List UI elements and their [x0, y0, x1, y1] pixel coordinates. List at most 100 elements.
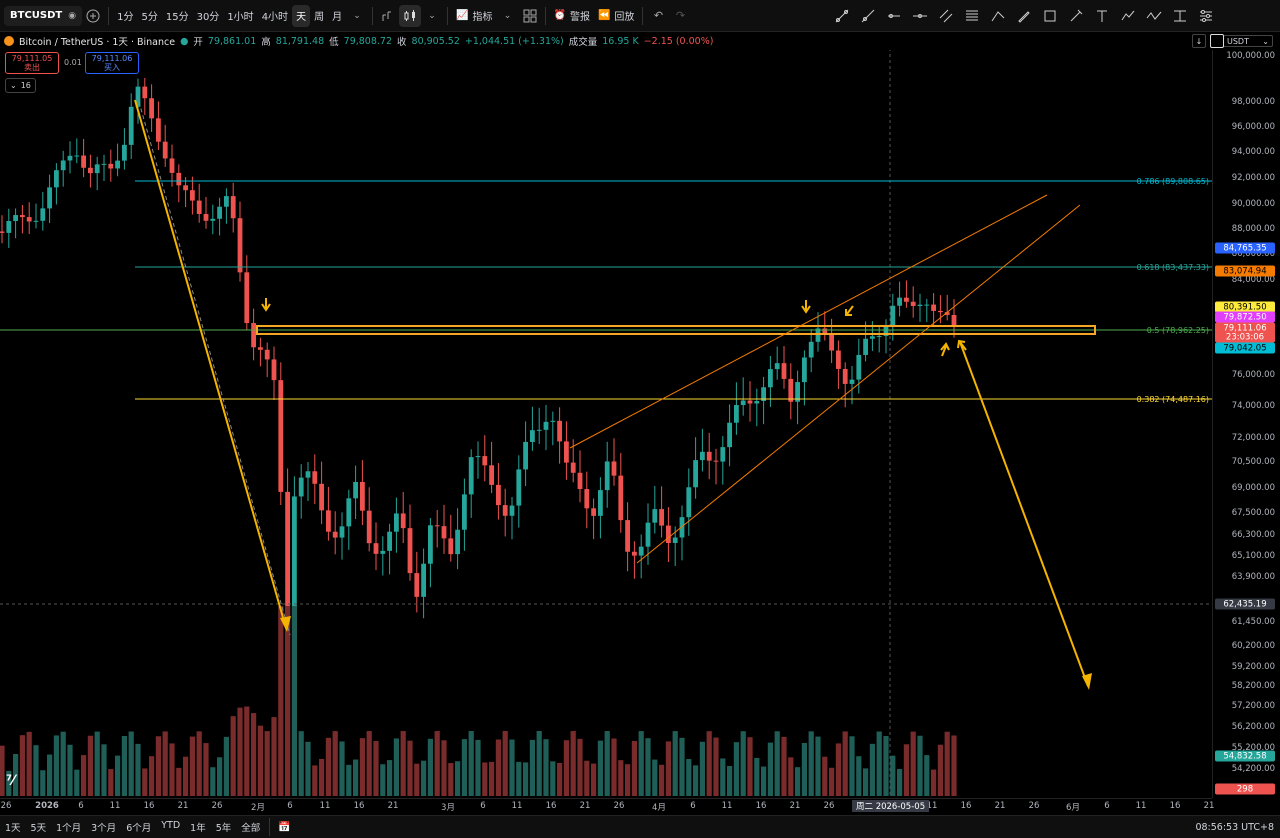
- price-tick-label: 74,000.00: [1231, 401, 1275, 411]
- sell-button[interactable]: 79,111.05 卖出: [5, 52, 59, 74]
- candle-body: [285, 491, 290, 615]
- trend-line-icon[interactable]: [830, 5, 854, 27]
- volume-bar: [407, 740, 413, 796]
- volume-bar: [597, 740, 603, 796]
- symbol-icon: ◉: [68, 10, 77, 21]
- price-axis[interactable]: USDT ⌄ 100,000.00 98,000.00 96,000.00 94,00…: [1212, 35, 1280, 798]
- brush-icon[interactable]: [1012, 5, 1036, 27]
- chevron-down-icon[interactable]: ⌄: [353, 10, 361, 21]
- chevron-down-icon: ⌄: [1262, 36, 1269, 46]
- parallel-channel-icon[interactable]: [934, 5, 958, 27]
- horizontal-line-icon[interactable]: [908, 5, 932, 27]
- interval-button[interactable]: 4小时: [261, 12, 289, 23]
- price-tick-label: 56,200.00: [1231, 722, 1275, 732]
- range-button[interactable]: YTD: [161, 820, 181, 831]
- volume-bar: [679, 737, 685, 796]
- price-tick-label: 57,200.00: [1231, 701, 1275, 711]
- candle-body: [455, 529, 460, 555]
- time-tick-label: 16: [1169, 801, 1181, 811]
- chevron-down-icon[interactable]: ⌄: [428, 10, 436, 21]
- interval-button[interactable]: 5分: [141, 12, 158, 23]
- square-icon[interactable]: [1210, 34, 1224, 48]
- interval-button[interactable]: 周: [314, 12, 325, 23]
- interval-button[interactable]: 1小时: [227, 12, 254, 23]
- clock[interactable]: 08:56:53 UTC+8: [1195, 821, 1274, 833]
- interval-button[interactable]: 月: [332, 12, 343, 23]
- volume-bar: [482, 762, 488, 796]
- fib-retracement-icon[interactable]: [960, 5, 984, 27]
- currency-selector[interactable]: USDT ⌄: [1223, 35, 1273, 47]
- candle-body: [951, 314, 957, 327]
- volume-bar: [523, 762, 529, 796]
- long-position-icon[interactable]: [1116, 5, 1140, 27]
- alert-button[interactable]: ⏰ 警报: [550, 5, 594, 27]
- volume-bar: [74, 769, 80, 796]
- range-button[interactable]: 1天: [5, 823, 21, 834]
- range-button[interactable]: 1个月: [56, 823, 82, 834]
- volume-bar: [251, 713, 257, 796]
- range-button[interactable]: 5天: [30, 823, 47, 834]
- volume-bar: [883, 736, 889, 796]
- chevron-down-icon[interactable]: ⌄: [503, 10, 512, 21]
- legend-title: Bitcoin / TetherUS · 1天 · Binance: [19, 37, 176, 48]
- redo-icon[interactable]: ↷: [675, 9, 686, 22]
- interval-button[interactable]: 15分: [165, 12, 189, 23]
- range-button[interactable]: 5年: [215, 823, 232, 834]
- calendar-icon[interactable]: 📅: [278, 821, 291, 833]
- time-axis[interactable]: 26 2026 6 11 16 21 26 2月 6 11 16 21 3月 6 11 16 21 26 4月 6 11…: [0, 798, 1214, 815]
- time-tick-label: 6: [287, 801, 293, 811]
- undo-icon[interactable]: ↶: [653, 9, 664, 22]
- download-icon[interactable]: ↓: [1192, 34, 1206, 48]
- add-symbol-icon[interactable]: [82, 5, 104, 27]
- range-button[interactable]: 1年: [190, 823, 206, 834]
- range-button[interactable]: 全部: [241, 823, 261, 834]
- buy-button[interactable]: 79,111.06 买入: [85, 52, 139, 74]
- fib-extension-icon[interactable]: [986, 5, 1010, 27]
- pencil-icon[interactable]: [1064, 5, 1088, 27]
- text-icon[interactable]: [1090, 5, 1114, 27]
- horizontal-ray-icon[interactable]: [882, 5, 906, 27]
- candle-body: [910, 301, 916, 306]
- time-tick-label: 26: [211, 801, 223, 811]
- symbol-search-button[interactable]: BTCUSDT ◉: [4, 5, 83, 26]
- candle-body: [632, 551, 637, 556]
- volume-bar: [142, 768, 148, 796]
- rectangle-icon[interactable]: [1038, 5, 1062, 27]
- candle-body: [149, 98, 154, 119]
- time-tick-label: 21: [387, 801, 399, 811]
- zigzag-icon[interactable]: [1142, 5, 1166, 27]
- interval-button[interactable]: 30分: [196, 12, 220, 23]
- volume-bar: [863, 768, 869, 796]
- ray-icon[interactable]: [856, 5, 880, 27]
- candle-body: [625, 520, 630, 552]
- candle-body: [856, 354, 862, 380]
- candle-body: [353, 481, 358, 499]
- price-chart[interactable]: 0.786 (89,808.65) 0.618 (83,437.33) 0.5 …: [0, 50, 1212, 798]
- candle-body: [326, 510, 331, 532]
- volume-bar: [740, 731, 746, 796]
- candle-body: [523, 441, 528, 470]
- replay-button[interactable]: ⏪ 回放: [594, 5, 638, 27]
- settings-sliders-icon[interactable]: [1194, 5, 1218, 27]
- time-tick-label: 21: [177, 801, 189, 811]
- range-button[interactable]: 6个月: [126, 823, 152, 834]
- candle-body: [210, 218, 216, 221]
- candle-body: [224, 196, 229, 207]
- bottom-bar: 1天 5天 1个月 3个月 6个月 YTD 1年 5年 全部 📅 08:56:53 UTC+8: [0, 815, 1280, 838]
- candle-body: [74, 155, 80, 157]
- volume-bar: [693, 765, 699, 796]
- interval-button[interactable]: 1分: [117, 12, 134, 23]
- candle-body: [761, 387, 766, 401]
- candles-icon[interactable]: [399, 4, 422, 27]
- range-button[interactable]: 3个月: [91, 823, 117, 834]
- indicators-button[interactable]: 📈 指标: [452, 5, 496, 27]
- tradingview-logo: ⁷⁄: [6, 773, 15, 789]
- volume-bar: [924, 755, 930, 796]
- interval-button[interactable]: 天: [292, 4, 311, 27]
- price-axis-label: 79,872.50: [1215, 311, 1275, 323]
- price-range-icon[interactable]: [1168, 5, 1192, 27]
- layout-icon[interactable]: [519, 5, 541, 27]
- bar-style-icon[interactable]: [377, 5, 399, 27]
- price-tick-label: 65,100.00: [1231, 551, 1275, 561]
- quantity-stepper[interactable]: ⌄ 16: [5, 78, 36, 93]
